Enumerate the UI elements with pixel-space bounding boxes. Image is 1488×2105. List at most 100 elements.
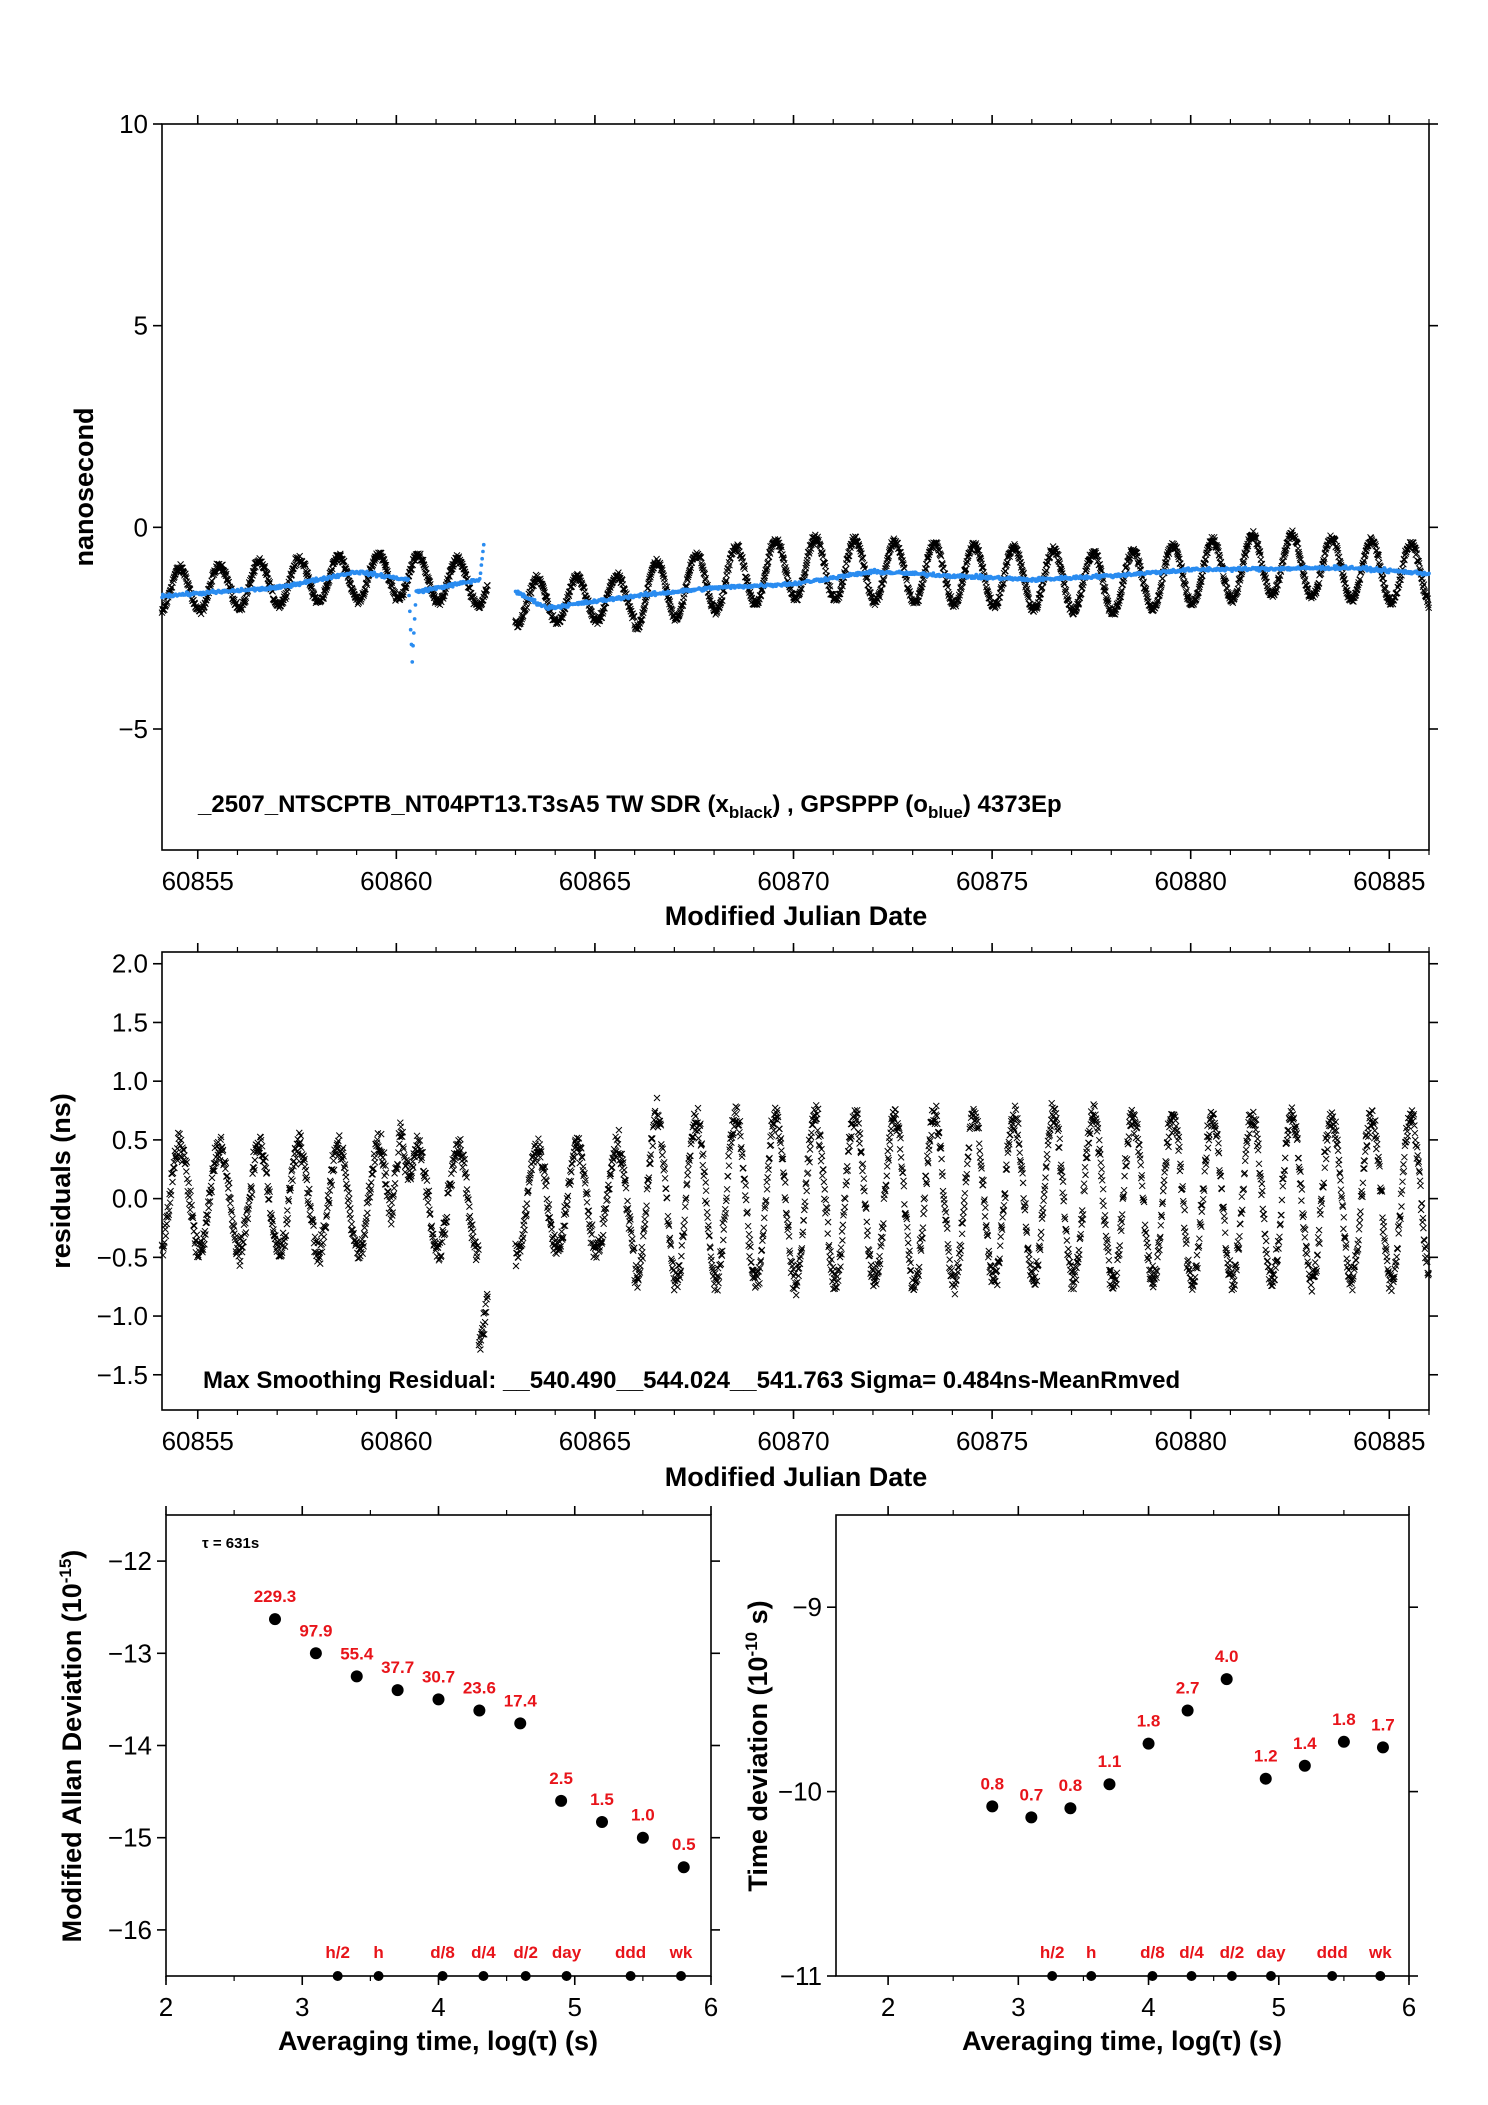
tdev-point: [986, 1800, 999, 1813]
y-tick-label: −13: [108, 1638, 152, 1668]
x-tick-label: 2: [881, 1992, 895, 2022]
x-tick-label: 60855: [162, 1426, 234, 1456]
y-tick-label: −16: [108, 1915, 152, 1945]
tdev-point-label: 1.2: [1254, 1747, 1278, 1766]
x-tick-label: 60870: [757, 1426, 829, 1456]
tdev-point-label: 2.7: [1176, 1678, 1200, 1697]
y-tick-label: 10: [119, 109, 148, 139]
x-tick-label: 3: [1011, 1992, 1025, 2022]
mdev-marker-dot: [625, 1971, 636, 1981]
tdev-point: [1259, 1772, 1272, 1785]
mdev-point-label: 229.3: [254, 1587, 297, 1606]
mdev-point-label: 1.5: [590, 1790, 614, 1809]
y-tick-label: −1.0: [97, 1301, 148, 1331]
tdev-data-points: 0.8 0.7 0.8 1.1 1.8 2.7 4.0 1.2 1.4 1.8 1.7 h/2 h d/8…: [980, 1647, 1395, 1981]
tdev-plot-frame: [835, 1514, 1410, 1977]
tdev-marker-label: day: [1256, 1943, 1286, 1962]
x-tick-label: 60885: [1353, 1426, 1425, 1456]
mdev-point: [309, 1647, 322, 1660]
mdev-marker-label: h: [373, 1943, 383, 1962]
phase-annotation-mid: ) , GPSPPP (o: [772, 791, 928, 818]
residual-markers: [158, 1094, 1433, 1353]
mdev-point: [391, 1684, 404, 1697]
mdev-marker-label: d/4: [471, 1943, 496, 1962]
mdev-marker-label: d/8: [430, 1943, 455, 1962]
x-tick-label: 5: [1272, 1992, 1286, 2022]
tdev-point: [1181, 1704, 1194, 1717]
phase-xlabel: Modified Julian Date: [665, 901, 928, 931]
mdev-point-label: 30.7: [422, 1667, 455, 1686]
y-tick-label: −11: [780, 1961, 822, 1991]
mdev-point: [514, 1717, 527, 1730]
phase-axis-ticks: 60855 60860 60865 60870 60875 60880 60885 −5 0 5 1…: [118, 109, 1438, 896]
residuals-xlabel: Modified Julian Date: [665, 1462, 928, 1492]
x-tick-label: 60855: [162, 866, 234, 896]
tdev-point: [1025, 1811, 1038, 1824]
mdev-point: [555, 1794, 568, 1807]
x-tick-label: 60860: [360, 866, 432, 896]
tdev-point: [1220, 1673, 1233, 1686]
x-tick-label: 60885: [1353, 866, 1425, 896]
phase-data-series: [158, 527, 1433, 664]
tdev-ylabel-exponent: -10: [742, 1632, 761, 1657]
x-tick-label: 60875: [956, 866, 1028, 896]
tdev-marker-dot: [1147, 1971, 1158, 1981]
y-tick-label: 0.5: [112, 1125, 148, 1155]
mdev-marker-dot: [332, 1971, 343, 1981]
tdev-marker-dot: [1327, 1971, 1338, 1981]
residuals-plot-frame: [161, 951, 1430, 1411]
tdev-point: [1376, 1741, 1389, 1754]
residuals-annotation: Max Smoothing Residual: __540.490__544.0…: [203, 1367, 1180, 1394]
mdev-marker-dot: [561, 1971, 572, 1981]
y-tick-label: −1.5: [97, 1360, 148, 1390]
mdev-point-label: 17.4: [504, 1691, 538, 1710]
x-tick-label: 60860: [360, 1426, 432, 1456]
mdev-axis-ticks: 2 3 4 5 6 −16 −15 −14 −13 −12: [108, 1506, 720, 2022]
mdev-ylabel-end: ): [57, 1550, 87, 1559]
mdev-point-label: 97.9: [299, 1621, 332, 1640]
phase-plot-frame: [161, 123, 1430, 851]
phase-ylabel: nanosecond: [69, 407, 99, 566]
mdev-point-label: 23.6: [463, 1678, 496, 1697]
tdev-marker-label: d/4: [1179, 1943, 1204, 1962]
mdev-tau-note: τ = 631s: [202, 1535, 259, 1552]
tdev-point: [1142, 1737, 1155, 1750]
x-tick-label: 6: [704, 1992, 718, 2022]
tdev-marker-dot: [1086, 1971, 1097, 1981]
mdev-point-label: 37.7: [381, 1658, 414, 1677]
mdev-point: [677, 1861, 690, 1874]
tdev-point: [1337, 1735, 1350, 1748]
mdev-marker-label: d/2: [513, 1943, 538, 1962]
phase-annotation-suffix: ) 4373Ep: [963, 791, 1062, 818]
phase-annotation-prefix: _2507_NTSCPTB_NT04PT13.T3sA5 TW SDR (x: [197, 791, 730, 818]
x-tick-label: 60880: [1155, 1426, 1227, 1456]
mdev-point: [636, 1831, 649, 1844]
phase-annotation-sub-black: black: [729, 803, 773, 822]
y-tick-label: 1.5: [112, 1007, 148, 1037]
y-tick-label: −14: [108, 1731, 152, 1761]
tdev-marker-label: h/2: [1040, 1943, 1065, 1962]
residuals-ylabel: residuals (ns): [46, 1093, 76, 1269]
tdev-point: [1298, 1759, 1311, 1772]
tdev-point-label: 1.4: [1293, 1734, 1317, 1753]
phase-annotation: _2507_NTSCPTB_NT04PT13.T3sA5 TW SDR (xbl…: [197, 791, 1062, 822]
tdev-axis-ticks: 2 3 4 5 6 −11 −10 −9: [778, 1506, 1418, 2022]
tdev-marker-label: wk: [1368, 1943, 1392, 1962]
tdev-point-label: 0.8: [980, 1774, 1004, 1793]
y-tick-label: 5: [134, 311, 148, 341]
tdev-xlabel: Averaging time, log(τ) (s): [962, 2026, 1282, 2056]
mdev-marker-dot: [437, 1971, 448, 1981]
x-tick-label: 60880: [1155, 866, 1227, 896]
residuals-data-series: [158, 1094, 1433, 1353]
x-tick-label: 6: [1402, 1992, 1416, 2022]
y-tick-label: 2.0: [112, 949, 148, 979]
mdev-marker-label: day: [552, 1943, 582, 1962]
tdev-point-label: 4.0: [1215, 1647, 1239, 1666]
tdev-marker-dot: [1186, 1971, 1197, 1981]
mdev-point-label: 0.5: [672, 1835, 696, 1854]
x-tick-label: 60870: [757, 866, 829, 896]
tdev-point-label: 1.8: [1137, 1712, 1161, 1731]
mdev-point: [432, 1693, 445, 1706]
x-tick-label: 60875: [956, 1426, 1028, 1456]
mdev-point-label: 1.0: [631, 1806, 655, 1825]
